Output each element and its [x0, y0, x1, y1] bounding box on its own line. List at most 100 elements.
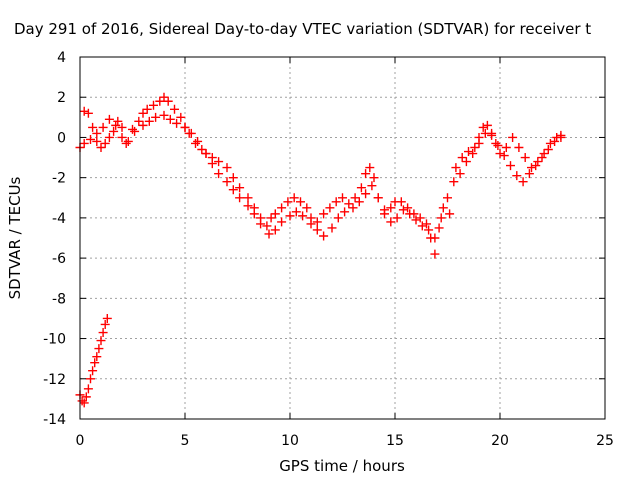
- data-point: [491, 138, 501, 148]
- data-point: [134, 116, 144, 126]
- data-point: [163, 96, 173, 106]
- x-tick-label: 10: [281, 433, 299, 449]
- data-point: [508, 132, 518, 142]
- data-point: [474, 138, 484, 148]
- data-point: [197, 145, 207, 155]
- data-point: [96, 143, 106, 152]
- y-tick-label: -12: [43, 372, 66, 388]
- data-point: [436, 213, 446, 223]
- data-point: [291, 207, 301, 217]
- data-point: [422, 219, 431, 229]
- data-point: [312, 217, 322, 227]
- data-point: [365, 163, 375, 173]
- data-point: [392, 213, 402, 223]
- data-point: [149, 100, 158, 110]
- data-point: [449, 177, 459, 187]
- data-point: [354, 197, 364, 207]
- data-point: [130, 126, 140, 136]
- data-point: [348, 203, 358, 213]
- data-point: [256, 219, 266, 229]
- data-point: [155, 96, 165, 106]
- data-point: [170, 104, 179, 114]
- data-point: [333, 213, 343, 223]
- y-tick-label: -6: [52, 251, 66, 267]
- data-point: [325, 203, 335, 213]
- data-point: [165, 114, 175, 124]
- y-tick-label: -4: [52, 211, 66, 227]
- data-point: [520, 153, 530, 163]
- data-point: [176, 112, 186, 122]
- data-point: [235, 193, 245, 203]
- data-point: [550, 136, 560, 146]
- data-point: [138, 120, 148, 130]
- data-point: [88, 366, 98, 376]
- data-point: [501, 143, 511, 152]
- data-point: [81, 392, 91, 402]
- y-tick-label: 4: [57, 50, 66, 66]
- data-point: [539, 149, 549, 159]
- data-point: [443, 193, 452, 203]
- data-point: [79, 398, 89, 408]
- data-point: [430, 233, 440, 243]
- data-point: [121, 138, 131, 148]
- data-point: [270, 209, 280, 219]
- data-point: [172, 118, 182, 128]
- data-point: [92, 136, 102, 146]
- data-point: [79, 138, 89, 148]
- data-point: [228, 173, 238, 183]
- data-point: [306, 219, 316, 229]
- data-point: [482, 120, 492, 130]
- data-point: [98, 122, 108, 132]
- data-point: [461, 157, 471, 167]
- data-point: [445, 209, 455, 219]
- data-point: [298, 211, 308, 221]
- data-point: [319, 231, 329, 241]
- data-point: [142, 104, 152, 114]
- data-point: [340, 207, 350, 217]
- data-point: [277, 203, 287, 213]
- data-point: [455, 169, 465, 179]
- y-tick-label: 2: [57, 90, 66, 106]
- data-point: [367, 181, 377, 191]
- data-point: [249, 209, 259, 219]
- y-tick-label: -14: [43, 412, 66, 428]
- data-point: [464, 147, 473, 157]
- plot-frame: [79, 56, 606, 420]
- data-point: [468, 149, 478, 159]
- data-point: [470, 143, 480, 152]
- data-point: [222, 163, 232, 173]
- data-point: [193, 136, 203, 146]
- data-point: [83, 108, 93, 118]
- data-point: [480, 128, 490, 138]
- data-point: [104, 114, 114, 124]
- data-point: [214, 157, 224, 167]
- data-point: [506, 161, 515, 171]
- grid-lines: [80, 57, 605, 419]
- y-tick-label: -10: [43, 332, 66, 348]
- data-point: [128, 124, 137, 134]
- data-point: [495, 149, 505, 159]
- data-point: [457, 153, 467, 163]
- data-point: [117, 122, 127, 132]
- data-point: [79, 106, 89, 116]
- data-point: [266, 213, 276, 223]
- y-axis-label: SDTVAR / TECUs: [6, 176, 24, 299]
- data-point: [289, 193, 299, 203]
- data-point: [296, 197, 305, 207]
- data-point: [380, 205, 389, 215]
- data-point: [356, 183, 366, 193]
- data-point: [344, 199, 354, 209]
- x-tick-label: 15: [386, 433, 404, 449]
- data-point: [235, 183, 245, 193]
- data-point: [556, 132, 566, 142]
- data-point: [369, 173, 379, 183]
- data-point: [396, 197, 406, 207]
- data-point: [386, 203, 396, 213]
- x-tick-labels: 0 5 10 15 20 25: [76, 433, 614, 449]
- data-point: [434, 223, 444, 233]
- data-point: [361, 189, 371, 199]
- data-point: [543, 145, 553, 155]
- data-point: [514, 143, 524, 152]
- data-point: [214, 169, 224, 179]
- data-point: [92, 352, 102, 362]
